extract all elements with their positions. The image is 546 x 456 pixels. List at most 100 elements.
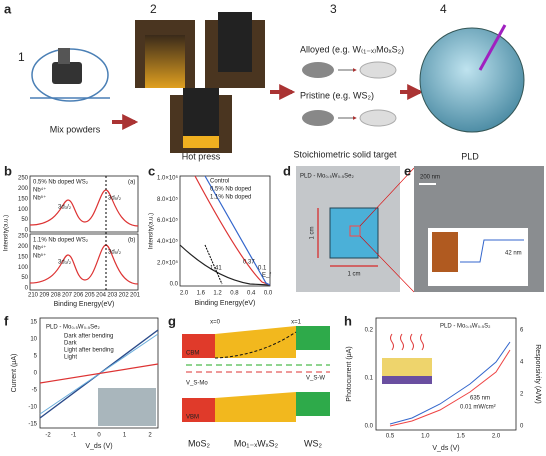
peak-label: 3d₅/₂: [108, 250, 122, 256]
panel-h: h PLD - Mo₀.₅W₀.₅S₂ 635 nm 0.01 mW/cm² P…: [344, 313, 541, 451]
x-tick-label: 0.5: [386, 434, 395, 440]
legend-entry: Nb⁴⁺: [33, 245, 46, 252]
x-tick-label: 2.0: [180, 291, 189, 297]
y-tick-label: 150: [18, 196, 29, 202]
x-axis-label: V_ds (V): [85, 443, 112, 450]
x-tick-label: 1.2: [213, 291, 222, 297]
y2-tick-label: 6: [520, 328, 524, 334]
x-tick-label: -1: [71, 433, 77, 439]
legend-entry: Nb⁴⁺: [33, 187, 46, 194]
y-tick-label: 0.2: [365, 328, 374, 334]
step-number: 4: [440, 2, 447, 16]
legend-entry: Dark after bending: [64, 334, 113, 340]
panel-d: d PLD - Mo₀.₅W₀.₅Se₂ 1 cm 1 cm: [283, 163, 415, 293]
material: WS₂: [304, 438, 322, 448]
y-tick-label: 1.0×10⁶: [157, 175, 179, 182]
x-tick-label: 201: [130, 293, 141, 299]
panel-a: a 1 2 3 4 Mix powders Hot press Alloyed …: [4, 1, 525, 161]
step-number: 3: [330, 2, 337, 16]
y-tick-label: 200: [18, 186, 29, 192]
legend-entry: 0.01 mW/cm²: [460, 405, 496, 411]
panel-g: g x=0 x=1 CBM VBM V_S-Mo V_S-W MoS₂ Mo₁₋…: [168, 313, 330, 448]
x-axis-label: V_ds (V): [432, 445, 459, 452]
x-tick-label: 0.0: [264, 291, 273, 297]
y-tick-label: -5: [32, 388, 38, 394]
y-tick-label: 0.0: [365, 424, 374, 430]
legend-entry: 0.5% Nb doped WS₂: [33, 180, 89, 186]
y-axis-label: Photocurrent (μA): [346, 346, 353, 401]
composition: x=1: [291, 320, 302, 326]
dimension: 1 cm: [310, 226, 316, 239]
panel-f: f PLD - Mo₀.₅W₀.₅Se₂ Dark after bending …: [4, 313, 159, 450]
x-tick-label: 208: [51, 293, 62, 299]
legend-entry: Light: [64, 355, 77, 361]
defect-level: V_S-W: [306, 376, 325, 382]
x-tick-label: 2.0: [492, 434, 501, 440]
legend-entry: 1.1% Nb doped WS₂: [33, 238, 89, 244]
x-axis-label: Binding Energy(eV): [54, 301, 115, 308]
y2-tick-label: 0: [520, 424, 524, 430]
y-axis-label: Current (μA): [11, 354, 18, 393]
scale-bar: 200 nm: [420, 175, 440, 181]
peak-label: 3d₅/₂: [108, 196, 122, 202]
y-tick-label: 6.0×10⁵: [157, 217, 179, 224]
y-axis-label: Intensity(a.u.): [4, 215, 10, 251]
y-tick-label: 0: [25, 228, 29, 234]
y-tick-label: 200: [18, 244, 29, 250]
annotation: E_f: [262, 273, 271, 279]
image-title: PLD - Mo₀.₅W₀.₅Se₂: [300, 174, 354, 180]
x-tick-label: 205: [85, 293, 96, 299]
panel-c: c Control 0.5% Nb doped 1.1% Nb doped 1.…: [148, 163, 271, 306]
composition: x=0: [210, 320, 221, 326]
panel-b: b 0.5% Nb doped WS₂ Nb⁴⁺ Nb⁵⁺ (a) 3d₃/₂ …: [4, 163, 139, 308]
annotation: 0.37: [243, 260, 255, 266]
x-tick-label: 209: [39, 293, 50, 299]
y2-tick-label: 4: [520, 360, 524, 366]
x-tick-label: -2: [45, 433, 51, 439]
y-tick-label: 2.0×10⁵: [157, 259, 179, 266]
subplot-tag: (a): [128, 180, 135, 186]
y-tick-label: 10: [30, 337, 37, 343]
panel-label: f: [4, 313, 9, 328]
x-tick-label: 0.8: [230, 291, 239, 297]
x-tick-label: 1.6: [197, 291, 206, 297]
panel-e: e 200 nm 42 nm: [404, 163, 544, 292]
y-tick-label: 250: [18, 176, 29, 182]
material: MoS₂: [188, 438, 211, 448]
legend-entry: 635 nm: [470, 396, 490, 402]
y-tick-label: 250: [18, 234, 29, 240]
y-tick-label: 4.0×10⁵: [157, 238, 179, 245]
panel-label: c: [148, 163, 155, 178]
legend-entry: 1.1% Nb doped: [210, 195, 251, 201]
y-tick-label: 8.0×10⁵: [157, 196, 179, 203]
y-tick-label: 5: [34, 354, 38, 360]
y-tick-label: 100: [18, 207, 29, 213]
x-tick-label: 202: [119, 293, 130, 299]
y2-axis-label: Responsivity (A/W): [534, 344, 541, 404]
caption: PLD: [461, 151, 479, 161]
caption: Mix powders: [50, 124, 101, 134]
y-tick-label: 50: [21, 275, 28, 281]
caption: Alloyed (e.g. W₍₁₋ₓ₎MoₓS₂): [300, 44, 404, 54]
annotation: 1.41: [210, 266, 222, 272]
panel-label: e: [404, 163, 411, 178]
x-tick-label: 1.0: [421, 434, 430, 440]
caption: Stoichiometric solid target: [293, 149, 397, 159]
press-illustration: [135, 12, 265, 153]
x-tick-label: 0: [97, 433, 101, 439]
annotation: 0.1: [258, 266, 267, 272]
subplot-tag: (b): [128, 238, 135, 244]
x-axis-label: Binding Energy(eV): [195, 300, 256, 307]
x-tick-label: 1: [123, 433, 127, 439]
y-tick-label: 0: [34, 371, 38, 377]
panel-label: h: [344, 313, 352, 328]
band-label: CBM: [186, 351, 199, 357]
x-tick-label: 2: [148, 433, 152, 439]
x-tick-label: 210: [28, 293, 39, 299]
caption: Hot press: [182, 151, 221, 161]
y-tick-label: 50: [21, 217, 28, 223]
dimension: 1 cm: [347, 272, 360, 278]
panel-label: b: [4, 163, 12, 178]
peak-label: 3d₃/₂: [58, 205, 72, 211]
